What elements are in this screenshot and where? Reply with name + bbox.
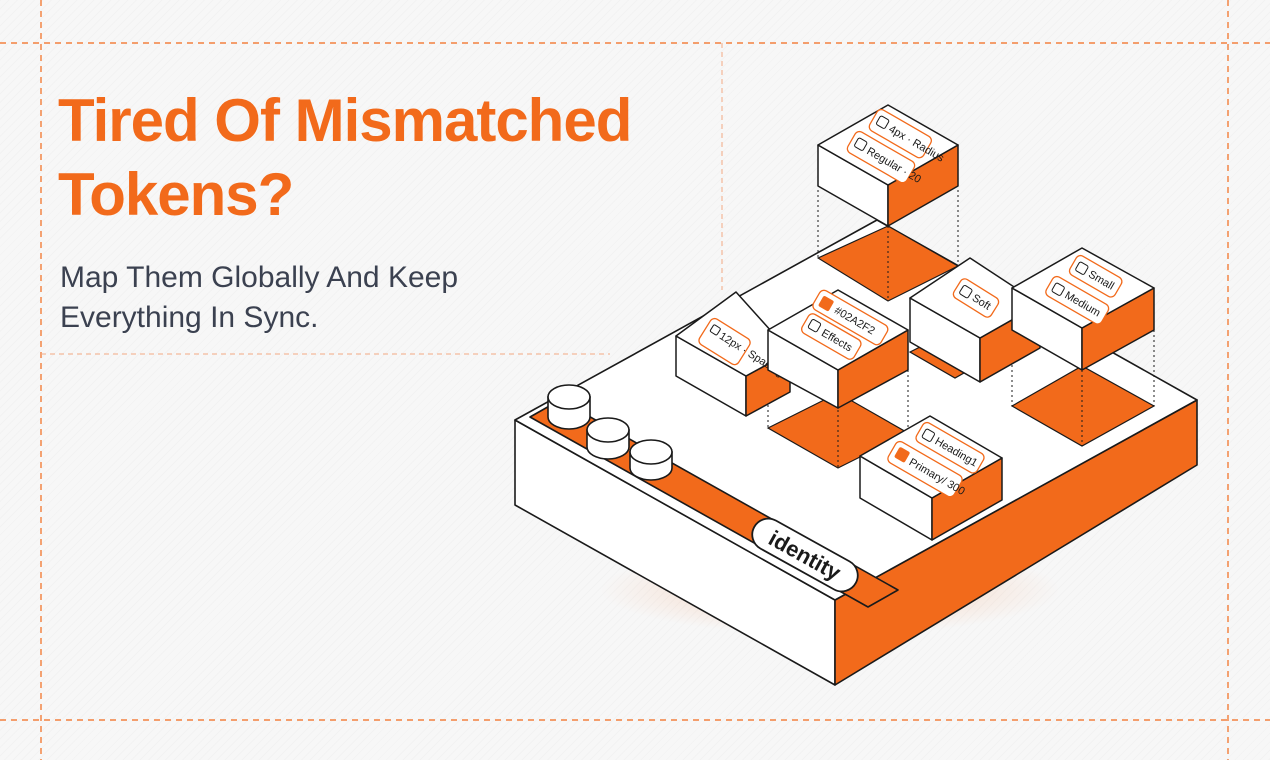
subheadline-line-1: Map Them Globally And Keep xyxy=(60,261,459,294)
headline-line-1: Tired Of Mismatched xyxy=(58,87,632,154)
cylinder-3 xyxy=(629,439,673,481)
projection-lines xyxy=(767,190,1155,468)
cylinder-1 xyxy=(547,384,591,430)
headline-line-2: Tokens? xyxy=(58,161,294,228)
cylinder-buttons xyxy=(547,384,673,481)
page-subheadline: Map Them Globally And Keep Everything In… xyxy=(60,258,458,338)
token-block-size: Small Medium xyxy=(1011,247,1155,371)
token-block-heading: Heading1 Primary/ 300 xyxy=(859,415,1003,541)
page-headline: Tired Of Mismatched Tokens? xyxy=(58,84,632,232)
cylinder-2 xyxy=(586,417,630,460)
token-block-effects: #02A2F2 Effects xyxy=(767,289,909,409)
token-block-radius: 4px · Radius Regular · 20 xyxy=(817,104,959,227)
token-block-soft: Soft xyxy=(909,257,1041,383)
subheadline-line-2: Everything In Sync. xyxy=(60,301,319,334)
